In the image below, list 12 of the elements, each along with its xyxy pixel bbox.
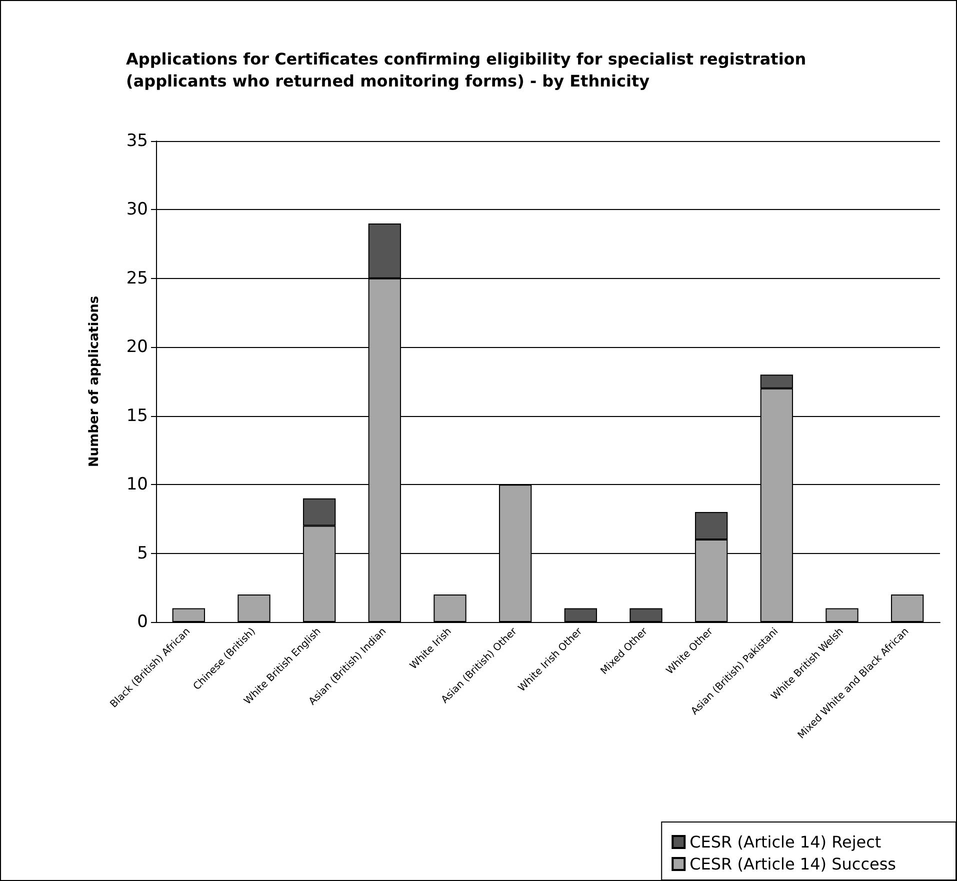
legend-label: CESR (Article 14) Reject bbox=[690, 832, 882, 852]
y-tick-label: 0 bbox=[137, 612, 148, 632]
legend-label: CESR (Article 14) Success bbox=[690, 854, 896, 874]
y-tick-label: 30 bbox=[126, 200, 148, 220]
y-tick-label: 5 bbox=[137, 543, 148, 564]
y-tick-label: 10 bbox=[126, 474, 148, 495]
y-tick-label: 20 bbox=[126, 337, 148, 358]
y-axis-title: Number of applications bbox=[87, 296, 102, 468]
y-tick-label: 15 bbox=[126, 406, 148, 426]
y-tick-label: 25 bbox=[126, 268, 148, 288]
y-tick-label: 35 bbox=[126, 131, 148, 151]
chart-title: Applications for Certificates confirming eligibility for specialist registration (applicants who returned monitoring forms) - by Ethnicity bbox=[126, 50, 812, 90]
